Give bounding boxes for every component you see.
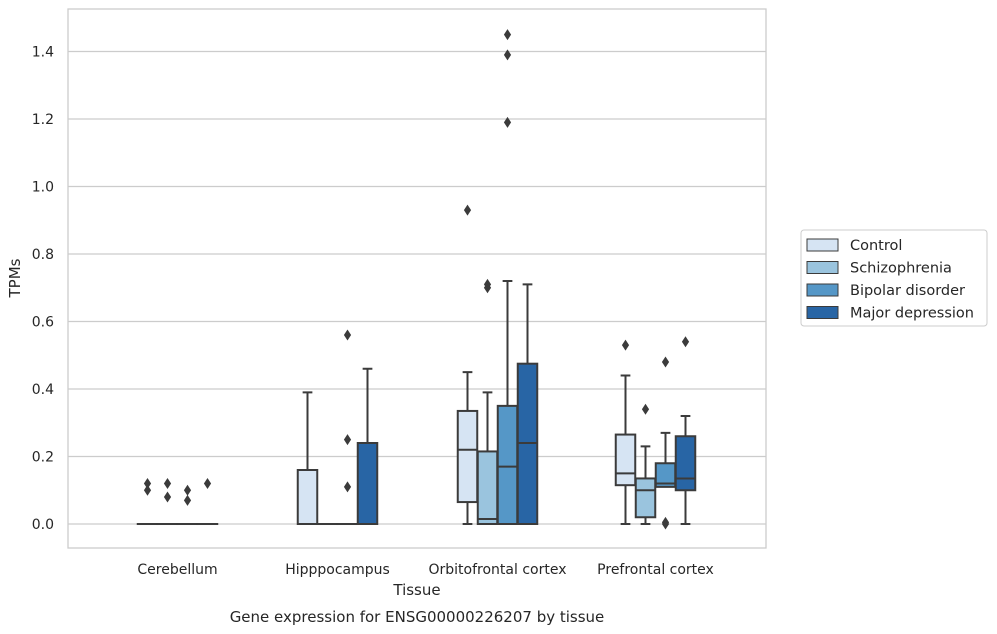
y-tick-label: 1.4 [32,45,54,61]
y-axis-label: TPMs [6,258,24,298]
series-major-depression [196,283,697,526]
outlier-point [183,494,192,506]
outlier-point [681,336,690,348]
y-tick-labels: 0.0 0.2 0.4 0.6 0.8 1.0 1.2 1.4 [32,45,54,534]
outlier-point [483,278,492,290]
outlier-point [143,478,152,489]
outlier-point [163,478,172,489]
y-tick-label: 0.8 [32,247,54,263]
outlier-point [503,116,512,128]
y-tick-label: 0.2 [32,450,54,466]
y-tick-label: 1.0 [32,180,54,196]
y-tick-label: 0.0 [32,517,54,533]
x-tick-label: Prefrontal cortex [597,562,714,578]
outlier-point [343,329,352,341]
box [456,409,479,504]
box [496,404,519,525]
outlier-point [503,49,512,61]
series-control [136,204,637,526]
legend: Control Schizophrenia Bipolar disorder Majo… [800,229,988,327]
box [634,477,657,519]
series-schizophrenia [156,278,657,526]
box [296,469,319,525]
outlier-point [503,29,512,41]
legend-label: Control [850,238,902,254]
outlier-point [143,484,152,496]
legend-label: Major depression [850,306,974,322]
x-tick-labels: Cerebellum Hipppocampus Orbitofrontal cort… [137,562,713,578]
y-tick-label: 0.6 [32,315,54,331]
outlier-point [621,339,630,351]
outlier-point [343,434,352,446]
x-axis-label: Tissue [392,581,440,599]
outlier-point [641,403,650,415]
legend-swatch [806,306,839,319]
legend-label: Schizophrenia [850,261,952,277]
outlier-point [343,481,352,493]
y-tick-label: 1.2 [32,112,54,128]
outlier-point [661,356,670,368]
box-groups [136,29,697,530]
outlier-point [163,491,172,503]
series-bipolar-disorder [176,29,677,530]
box [614,433,637,487]
plot-frame [67,8,767,549]
outlier-point [203,478,212,489]
x-tick-label: Hipppocampus [285,562,390,578]
y-tick-label: 0.4 [32,382,54,398]
chart-caption: Gene expression for ENSG00000226207 by t… [230,608,605,626]
outlier-point [661,516,670,528]
box [674,435,697,492]
legend-swatch [806,261,839,274]
legend-swatch [806,283,839,297]
x-tick-label: Cerebellum [137,562,217,578]
outlier-point [183,484,192,496]
x-tick-label: Orbitofrontal cortex [429,562,567,578]
legend-frame [800,229,988,327]
legend-swatch [806,238,839,252]
gridlines [68,50,766,525]
legend-label: Bipolar disorder [850,283,965,299]
box [356,442,379,525]
outlier-point [463,204,472,216]
box [476,450,499,525]
